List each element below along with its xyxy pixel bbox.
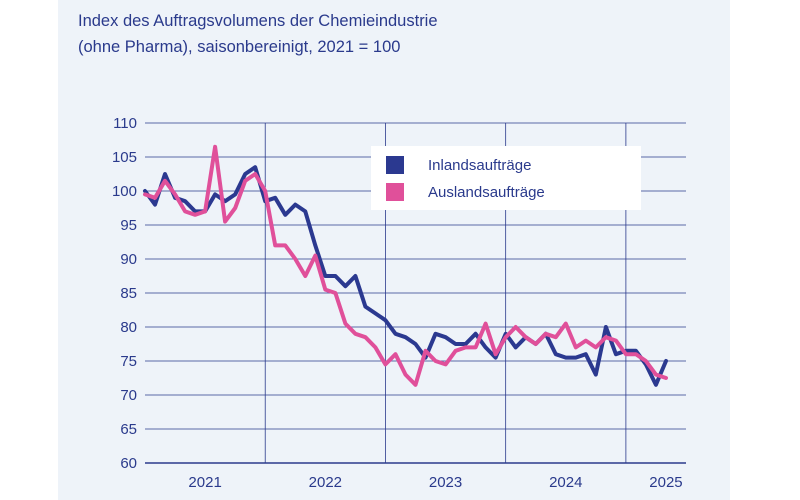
y-tick-label: 85	[120, 285, 137, 302]
y-tick-label: 90	[120, 251, 137, 268]
legend-label-ausland: Auslandsaufträge	[428, 184, 545, 201]
y-tick-label: 60	[120, 455, 137, 472]
series-line-ausland	[143, 144, 668, 387]
series-line-inland	[143, 165, 668, 387]
y-tick-label: 95	[120, 217, 137, 234]
y-tick-label: 75	[120, 353, 137, 370]
y-tick-label: 100	[112, 183, 137, 200]
legend-label-inland: Inlandsaufträge	[428, 157, 531, 174]
y-tick-label: 110	[113, 115, 137, 132]
y-tick-label: 70	[120, 387, 137, 404]
x-tick-label: 2024	[549, 474, 582, 491]
x-tick-label: 2025	[649, 474, 682, 491]
legend-swatch-inland	[386, 156, 404, 174]
y-tick-label: 80	[120, 319, 137, 336]
chart-title-line-2: (ohne Pharma), saisonbereinigt, 2021 = 1…	[78, 38, 401, 56]
chart-title: Index des Auftragsvolumens der Chemieind…	[78, 8, 438, 60]
y-tick-label: 105	[112, 149, 137, 166]
x-tick-label: 2023	[429, 474, 462, 491]
x-tick-label: 2022	[309, 474, 342, 491]
chart-panel	[58, 0, 730, 500]
legend-box	[371, 146, 641, 210]
chart-title-line-1: Index des Auftragsvolumens der Chemieind…	[78, 12, 438, 30]
legend-swatch-ausland	[386, 183, 404, 201]
y-tick-label: 65	[120, 421, 137, 438]
x-tick-label: 2021	[188, 474, 221, 491]
